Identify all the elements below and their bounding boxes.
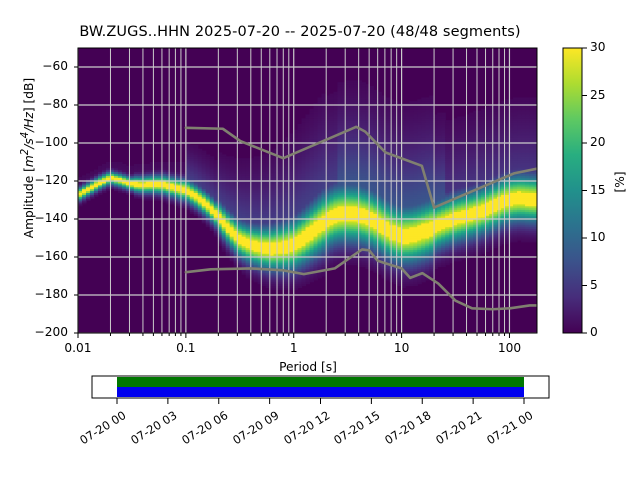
y-tick-label: −160 xyxy=(34,249,68,263)
x-tick-label: 0.1 xyxy=(176,341,196,355)
noise-model-curves xyxy=(184,125,537,311)
timeline-tick-marks xyxy=(116,398,525,404)
y-tick-label: −80 xyxy=(42,97,68,111)
y-tick-label: −200 xyxy=(34,325,68,339)
colorbar-tick-marks xyxy=(582,47,587,334)
x-tick-label: 10 xyxy=(393,341,410,355)
x-axis-label: Period [s] xyxy=(279,360,337,374)
y-tick-label: −180 xyxy=(34,287,68,301)
colorbar-tick-label: 5 xyxy=(590,277,598,292)
y-tick-label: −60 xyxy=(42,59,68,73)
x-tick-label: 1 xyxy=(289,341,298,355)
colorbar-tick-label: 0 xyxy=(590,325,598,339)
grid-lines xyxy=(77,48,537,334)
y-tick-label: −100 xyxy=(34,135,68,149)
y-tick-label: −140 xyxy=(34,211,68,225)
colorbar-tick-label: 10 xyxy=(590,230,606,244)
colorbar-tick-label: 25 xyxy=(590,87,606,102)
y-tick-label: −120 xyxy=(34,173,68,187)
colorbar-gradient xyxy=(562,47,583,334)
x-tick-label: 100 xyxy=(497,341,522,355)
colorbar-tick-label: 15 xyxy=(590,182,606,197)
axes-frame xyxy=(77,47,538,334)
colorbar-tick-label: 20 xyxy=(590,135,606,149)
page-title: BW.ZUGS..HHN 2025-07-20 -- 2025-07-20 (4… xyxy=(79,24,521,40)
psd-coverage-bar xyxy=(117,387,524,397)
x-tick-label: 0.01 xyxy=(64,341,92,355)
data-coverage-bar xyxy=(117,377,524,387)
tick-marks xyxy=(74,66,510,338)
colorbar-tick-label: 30 xyxy=(590,40,606,54)
